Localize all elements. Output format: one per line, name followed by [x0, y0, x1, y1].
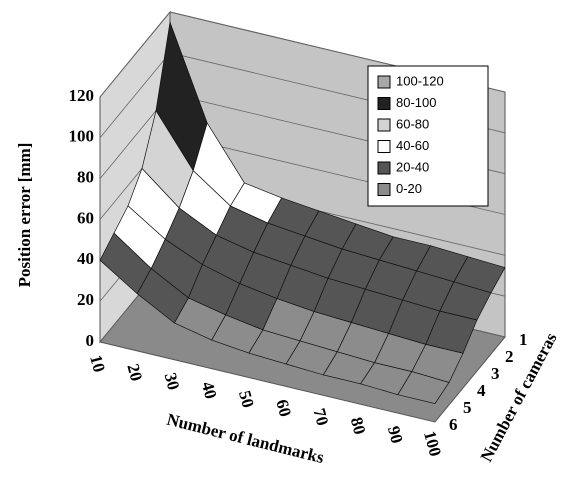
x-tick-label: 20	[123, 362, 146, 383]
legend-swatch	[377, 140, 391, 153]
legend-swatch	[377, 75, 391, 89]
legend-label: 60-80	[396, 116, 429, 131]
z-tick-label: 120	[69, 86, 95, 105]
legend-swatch	[377, 97, 391, 110]
legend-label: 40-60	[396, 138, 429, 153]
y-tick-label: 2	[505, 347, 514, 366]
x-tick-label: 10	[86, 353, 109, 374]
x-tick-label: 60	[272, 397, 295, 418]
y-tick-label: 5	[463, 398, 472, 417]
x-tick-label: 80	[347, 415, 370, 436]
z-tick-label: 80	[77, 168, 94, 187]
legend-label: 20-40	[396, 159, 429, 174]
y-tick-label: 6	[449, 415, 458, 434]
x-tick-label: 30	[161, 371, 184, 392]
legend: 100-120 80-100 60-80 40-60 20-40 0-20	[367, 65, 489, 207]
legend-swatch	[377, 183, 391, 196]
legend-swatch	[377, 118, 391, 132]
z-tick-label: 60	[77, 208, 94, 227]
z-tick-label: 0	[86, 331, 95, 350]
legend-box	[367, 65, 489, 207]
x-tick-label: 100	[420, 429, 445, 459]
x-tick-label: 70	[309, 406, 332, 427]
x-tick-label: 40	[198, 380, 221, 401]
legend-label: 80-100	[396, 95, 436, 110]
x-tick-label: 90	[384, 424, 407, 445]
y-tick-label: 3	[491, 364, 500, 383]
surface-cell	[397, 371, 450, 404]
y-tick-label: 1	[519, 330, 528, 349]
x-axis-title: Number of landmarks	[165, 410, 326, 468]
x-tick-label: 50	[235, 388, 258, 409]
legend-label: 100-120	[396, 73, 444, 88]
legend-label: 0-20	[396, 181, 422, 196]
grid-line	[99, 11, 506, 98]
z-axis-title: Position error [mm]	[15, 143, 34, 288]
y-tick-label: 4	[477, 381, 486, 400]
legend-swatch	[377, 161, 391, 175]
z-tick-label: 100	[69, 127, 95, 146]
z-tick-label: 40	[77, 249, 94, 268]
z-tick-label: 20	[77, 290, 94, 309]
